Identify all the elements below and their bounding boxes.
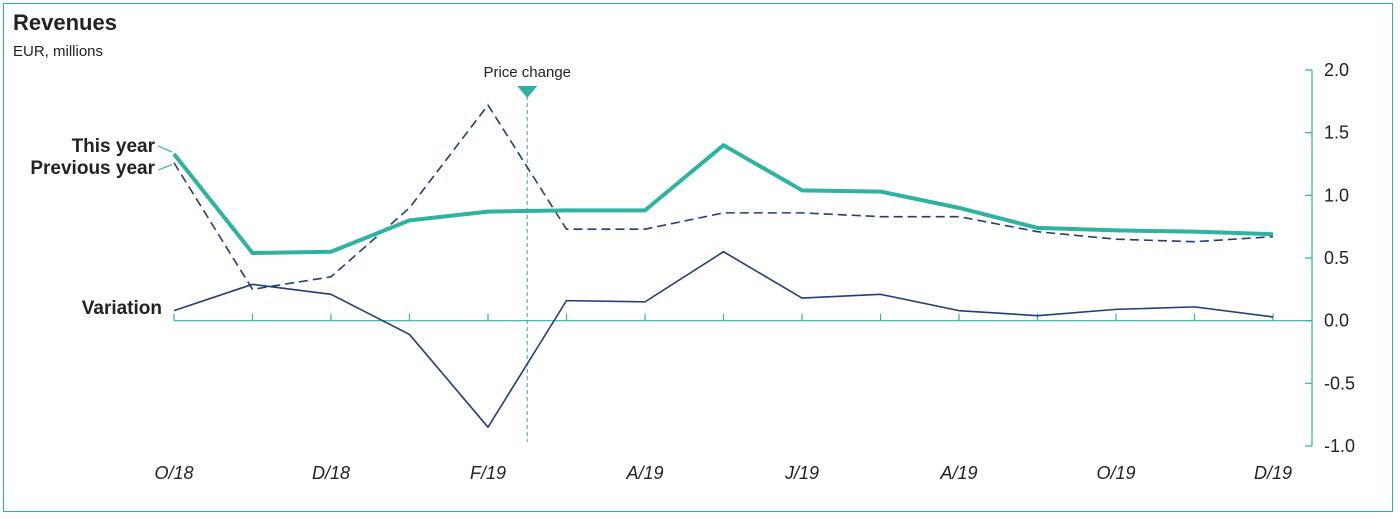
series-label-connector [157, 164, 173, 171]
y-tick-label: 0.0 [1324, 311, 1349, 331]
this-year-series-line [172, 143, 1274, 255]
price-change-label: Price change [483, 64, 571, 81]
x-tick-label: J/19 [784, 463, 819, 483]
y-tick-label: -1.0 [1324, 436, 1355, 456]
series-label-variation: Variation [82, 298, 162, 319]
y-tick-label: -0.5 [1324, 373, 1355, 393]
series-label-previous-year: Previous year [30, 158, 155, 179]
y-tick-label: 2.0 [1324, 60, 1349, 80]
y-tick-label: 0.5 [1324, 248, 1349, 268]
x-tick-label: D/19 [1254, 463, 1292, 483]
variation-series-line [173, 250, 1274, 429]
chart-title: Revenues [13, 10, 117, 35]
x-tick-label: A/19 [939, 463, 977, 483]
series-label-connector [157, 145, 173, 153]
chart-frame [3, 3, 1393, 512]
chart-subtitle: EUR, millions [13, 43, 104, 60]
x-tick-label: F/19 [470, 463, 506, 483]
x-tick-label: D/18 [312, 463, 350, 483]
series-label-this-year: This year [72, 136, 156, 157]
y-tick-label: 1.0 [1324, 185, 1349, 205]
previous-year-series-line [173, 104, 1274, 291]
x-tick-label: A/19 [625, 463, 663, 483]
x-tick-label: O/19 [1096, 463, 1135, 483]
price-change-marker-icon [517, 86, 538, 98]
y-tick-label: 1.5 [1324, 123, 1349, 143]
x-tick-label: O/18 [154, 463, 193, 483]
